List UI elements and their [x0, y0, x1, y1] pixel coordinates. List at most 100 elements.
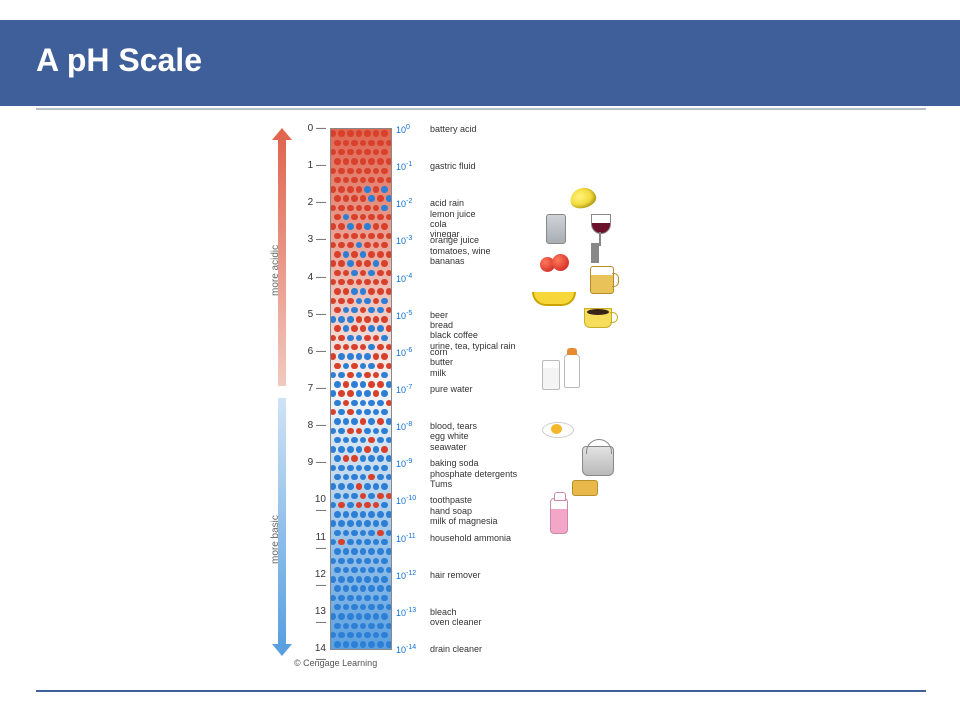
base-dot-icon [386, 530, 392, 537]
base-dot-icon [356, 558, 363, 565]
base-dot-icon [356, 298, 363, 305]
base-dot-icon [364, 613, 371, 620]
acid-dot-icon [338, 335, 345, 342]
tomatoes-icon [540, 252, 574, 274]
acid-dot-icon [330, 223, 336, 230]
base-dot-icon [377, 437, 384, 444]
acid-dot-icon [377, 493, 384, 500]
ph-tick-0: 0 — [304, 123, 326, 134]
ph-tick-9: 9 — [304, 457, 326, 468]
acid-dot-icon [364, 130, 371, 137]
acid-dot-icon [360, 493, 367, 500]
base-dot-icon [347, 260, 354, 267]
acid-dot-icon [334, 270, 341, 277]
base-dot-icon [381, 539, 388, 546]
acid-dot-icon [377, 344, 384, 351]
concentration-label-12: 10-12 [396, 570, 416, 581]
acid-dot-icon [373, 279, 380, 286]
basic-side-label: more basic [270, 515, 281, 564]
acid-dot-icon [343, 158, 350, 165]
base-dot-icon [338, 558, 345, 565]
acid-dot-icon [373, 372, 380, 379]
concentration-label-3: 10-3 [396, 235, 412, 246]
base-dot-icon [343, 214, 350, 221]
base-dot-icon [360, 585, 367, 592]
base-dot-icon [351, 548, 358, 555]
acid-dot-icon [356, 130, 363, 137]
base-dot-icon [368, 511, 375, 518]
acid-dot-icon [381, 446, 388, 453]
base-dot-icon [360, 623, 367, 630]
base-dot-icon [330, 446, 336, 453]
base-dot-icon [347, 446, 354, 453]
base-dot-icon [343, 623, 350, 630]
base-dot-icon [356, 465, 363, 472]
ph-tick-11: 11 — [304, 532, 326, 554]
base-dot-icon [360, 363, 367, 370]
acid-dot-icon [343, 195, 350, 202]
base-dot-icon [343, 325, 350, 332]
base-dot-icon [351, 307, 358, 314]
ph-tick-5: 5 — [304, 309, 326, 320]
acid-dot-icon [360, 195, 367, 202]
base-dot-icon [386, 623, 392, 630]
base-dot-icon [386, 567, 392, 574]
base-dot-icon [364, 186, 371, 193]
ph-gradient-column [330, 128, 392, 650]
base-dot-icon [368, 270, 375, 277]
acid-dot-icon [364, 502, 371, 509]
acid-dot-icon [386, 177, 392, 184]
base-dot-icon [334, 511, 341, 518]
acid-dot-icon [334, 325, 341, 332]
base-dot-icon [334, 418, 341, 425]
acid-dot-icon [347, 298, 354, 305]
acid-dot-icon [373, 316, 380, 323]
base-dot-icon [368, 604, 375, 611]
acid-dot-icon [334, 214, 341, 221]
egg-icon [542, 416, 572, 438]
base-dot-icon [347, 502, 354, 509]
base-dot-icon [347, 613, 354, 620]
base-dot-icon [343, 511, 350, 518]
base-dot-icon [373, 558, 380, 565]
base-dot-icon [368, 493, 375, 500]
base-dot-icon [364, 632, 371, 639]
base-dot-icon [360, 288, 367, 295]
acid-dot-icon [356, 483, 363, 490]
base-dot-icon [334, 381, 341, 388]
base-dot-icon [343, 307, 350, 314]
base-dot-icon [373, 465, 380, 472]
acid-dot-icon [343, 177, 350, 184]
acid-dot-icon [364, 372, 371, 379]
base-dot-icon [368, 567, 375, 574]
acid-dot-icon [347, 242, 354, 249]
acid-dot-icon [347, 130, 354, 137]
acid-dot-icon [360, 158, 367, 165]
base-dot-icon [356, 390, 363, 397]
ph-items-12: hair remover [430, 570, 481, 580]
base-dot-icon [381, 428, 388, 435]
ph-tick-13: 13 — [304, 606, 326, 628]
acid-dot-icon [330, 279, 336, 286]
wine-glass-icon [588, 214, 612, 250]
base-dot-icon [334, 474, 341, 481]
base-dot-icon [377, 511, 384, 518]
acid-dot-icon [364, 168, 371, 175]
acid-dot-icon [347, 409, 354, 416]
acid-dot-icon [334, 158, 341, 165]
bucket-icon [582, 446, 614, 476]
base-dot-icon [330, 483, 336, 490]
base-dot-icon [386, 604, 392, 611]
slide-title: A pH Scale [36, 42, 202, 79]
acid-dot-icon [343, 455, 350, 462]
base-dot-icon [386, 548, 392, 555]
acid-dot-icon [364, 260, 371, 267]
pink-bottle-icon [550, 498, 568, 534]
acid-dot-icon [360, 307, 367, 314]
base-dot-icon [351, 493, 358, 500]
acid-dot-icon [338, 223, 345, 230]
base-dot-icon [356, 613, 363, 620]
acid-dot-icon [368, 140, 375, 147]
acid-dot-icon [377, 158, 384, 165]
base-dot-icon [347, 335, 354, 342]
